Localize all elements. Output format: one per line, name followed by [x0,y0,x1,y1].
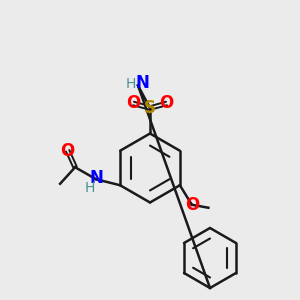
Text: O: O [61,142,75,160]
Text: S: S [144,99,156,117]
Text: N: N [136,74,149,92]
Text: H: H [125,77,136,91]
Text: O: O [159,94,174,112]
Text: H: H [85,181,95,195]
Text: O: O [126,94,141,112]
Text: O: O [185,196,199,214]
Text: N: N [89,169,103,187]
